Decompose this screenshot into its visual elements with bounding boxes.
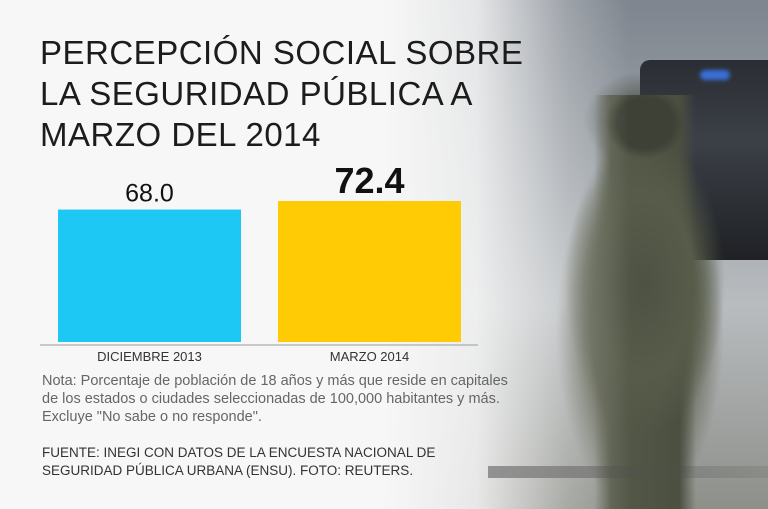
bar-2 [278,201,461,342]
category-label-1: DICIEMBRE 2013 [97,349,202,364]
value-label-1: 68.0 [125,180,174,208]
chart-title: PERCEPCIÓN SOCIAL SOBRE LA SEGURIDAD PÚB… [40,34,524,153]
chart-source: FUENTE: INEGI CON DATOS DE LA ENCUESTA N… [42,445,436,478]
chart-note: Nota: Porcentaje de población de 18 años… [42,373,508,425]
bar-1 [58,209,241,342]
category-label-2: MARZO 2014 [330,349,409,364]
value-label-2: 72.4 [334,160,404,201]
decorative-bar [488,466,768,478]
